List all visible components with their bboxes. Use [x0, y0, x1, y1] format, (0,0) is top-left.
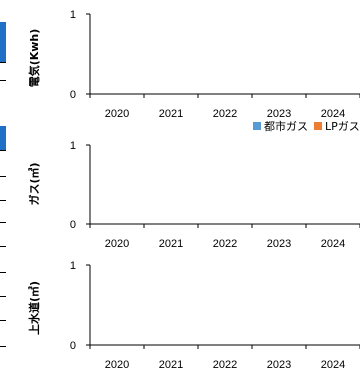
- x-tick-label: 2021: [159, 108, 183, 120]
- x-tick-label: 2020: [105, 359, 129, 371]
- clipped-border: [0, 80, 6, 81]
- clipped-border: [0, 246, 6, 247]
- clipped-border: [0, 272, 6, 273]
- x-tick-label: 2020: [105, 108, 129, 120]
- x-tick-label: 2024: [321, 359, 345, 371]
- y-tick-label: 1: [70, 140, 76, 152]
- x-tick-label: 2021: [159, 359, 183, 371]
- x-tick-label: 2020: [105, 238, 129, 250]
- x-tick-label: 2022: [213, 108, 237, 120]
- clipped-border: [0, 296, 6, 297]
- y-tick-label: 1: [70, 260, 76, 272]
- legend-swatch: [314, 122, 322, 130]
- clipped-border: [0, 62, 6, 63]
- y-axis-label: ガス(㎥): [27, 162, 41, 205]
- clipped-border: [0, 150, 6, 151]
- x-tick-label: 2023: [267, 359, 291, 371]
- y-axis-label: 電気(Kwh): [27, 29, 41, 88]
- legend-label: 都市ガス: [264, 119, 308, 133]
- x-tick-label: 2021: [159, 238, 183, 250]
- left-edge-fragments: [0, 0, 14, 372]
- y-tick-label: 0: [70, 340, 76, 352]
- clipped-blue-cell: [0, 126, 6, 150]
- y-tick-label: 0: [70, 89, 76, 101]
- y-axis-label: 上水道(㎥): [27, 281, 41, 335]
- clipped-border: [0, 222, 6, 223]
- x-tick-label: 2024: [321, 238, 345, 250]
- y-tick-label: 0: [70, 219, 76, 231]
- legend-label: LPガス: [325, 120, 360, 133]
- x-tick-label: 2022: [213, 238, 237, 250]
- x-tick-label: 2023: [267, 238, 291, 250]
- y-tick-label: 1: [70, 9, 76, 21]
- legend-swatch: [253, 122, 261, 130]
- clipped-border: [0, 346, 6, 347]
- x-tick-label: 2024: [321, 108, 345, 120]
- x-tick-label: 2022: [213, 359, 237, 371]
- clipped-border: [0, 320, 6, 321]
- clipped-blue-cell: [0, 22, 6, 62]
- x-tick-label: 2023: [267, 108, 291, 120]
- clipped-border: [0, 200, 6, 201]
- clipped-border: [0, 176, 6, 177]
